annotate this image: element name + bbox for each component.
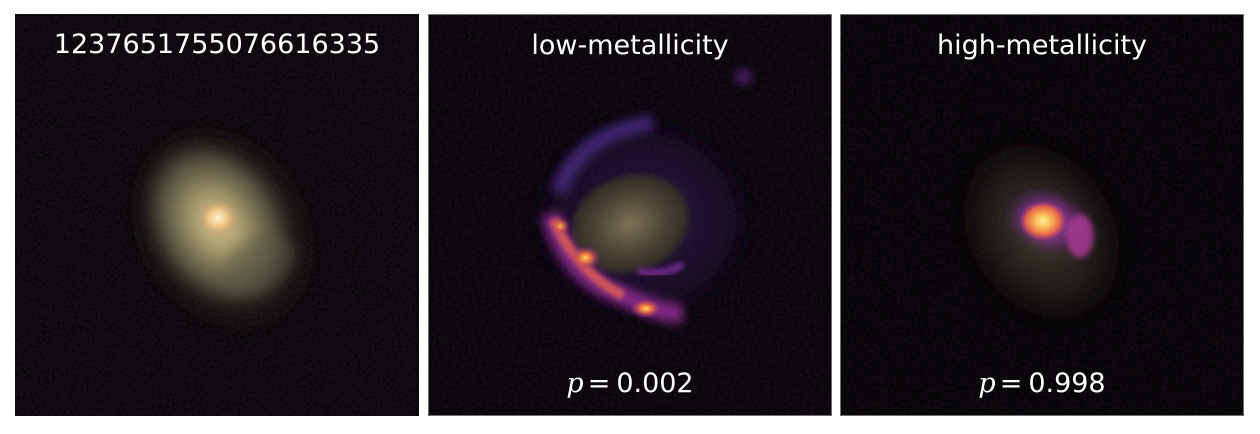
galaxy-image-panel: 1237651755076616335	[15, 14, 419, 416]
probability-symbol: p	[978, 368, 996, 399]
high-metallicity-heatmap	[841, 15, 1243, 415]
hotspot-upper	[569, 245, 602, 270]
high-metallicity-panel: high-metallicity p = 0.998	[840, 14, 1244, 416]
low-metallicity-panel: low-metallicity p = 0.002	[428, 14, 832, 416]
low-metallicity-title: low-metallicity	[531, 30, 729, 61]
galaxy-core	[196, 198, 240, 238]
low-metallicity-heatmap	[429, 15, 831, 415]
high-metallicity-hotspot	[1019, 201, 1067, 241]
probability-symbol: p	[566, 368, 584, 399]
galaxy-image	[15, 14, 419, 416]
object-id-title: 1237651755076616335	[53, 29, 381, 60]
probability-equals: =	[999, 368, 1023, 399]
probability-equals: =	[587, 368, 611, 399]
probability-value: 0.002	[616, 368, 694, 399]
high-metallicity-probability: p = 0.998	[841, 367, 1243, 401]
hotspot-lower	[630, 298, 662, 319]
low-metallicity-probability: p = 0.002	[429, 367, 831, 401]
high-metallicity-title: high-metallicity	[936, 30, 1148, 61]
probability-value: 0.998	[1028, 368, 1106, 399]
